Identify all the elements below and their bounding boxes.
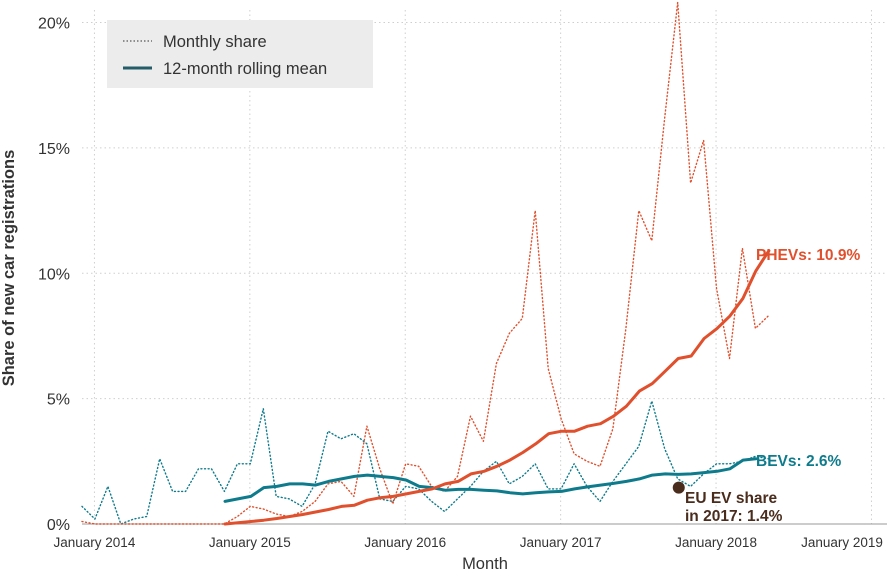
bev-rolling-line (223, 457, 758, 503)
y-tick-label: 15% (38, 141, 70, 158)
bev-end-label: BEVs: 2.6% (756, 453, 842, 470)
phev-monthly-line (81, 1, 769, 525)
y-tick-label: 20% (38, 16, 70, 33)
legend-label-rolling: 12-month rolling mean (163, 60, 327, 78)
x-tick-label: January 2015 (209, 535, 291, 550)
axis-ticks: 0% 5% 10% 15% 20% January 2014 January 2015 Jan… (38, 16, 883, 550)
legend-label-monthly: Monthly share (163, 33, 267, 51)
y-tick-label: 5% (47, 392, 70, 409)
x-tick-label: January 2017 (520, 535, 602, 550)
x-tick-label: January 2018 (675, 535, 757, 550)
eu-share-label-line2: in 2017: 1.4% (685, 508, 783, 525)
eu-share-label-line1: EU EV share (685, 490, 778, 507)
eu-share-marker (672, 481, 685, 494)
x-tick-label: January 2016 (364, 535, 446, 550)
y-tick-label: 10% (38, 266, 70, 283)
y-tick-label: 0% (47, 517, 70, 534)
phev-rolling-line (223, 249, 771, 526)
x-axis-title: Month (462, 555, 508, 570)
legend-background (107, 20, 373, 88)
y-axis-title: Share of new car registrations (0, 150, 18, 387)
x-tick-label: January 2019 (801, 535, 883, 550)
grid (82, 10, 887, 525)
phev-end-label: PHEVs: 10.9% (756, 247, 860, 264)
series-lines (81, 1, 771, 526)
bev-monthly-line (81, 400, 769, 525)
legend: Monthly share 12-month rolling mean (107, 20, 373, 88)
x-tick-label: January 2014 (54, 535, 136, 550)
